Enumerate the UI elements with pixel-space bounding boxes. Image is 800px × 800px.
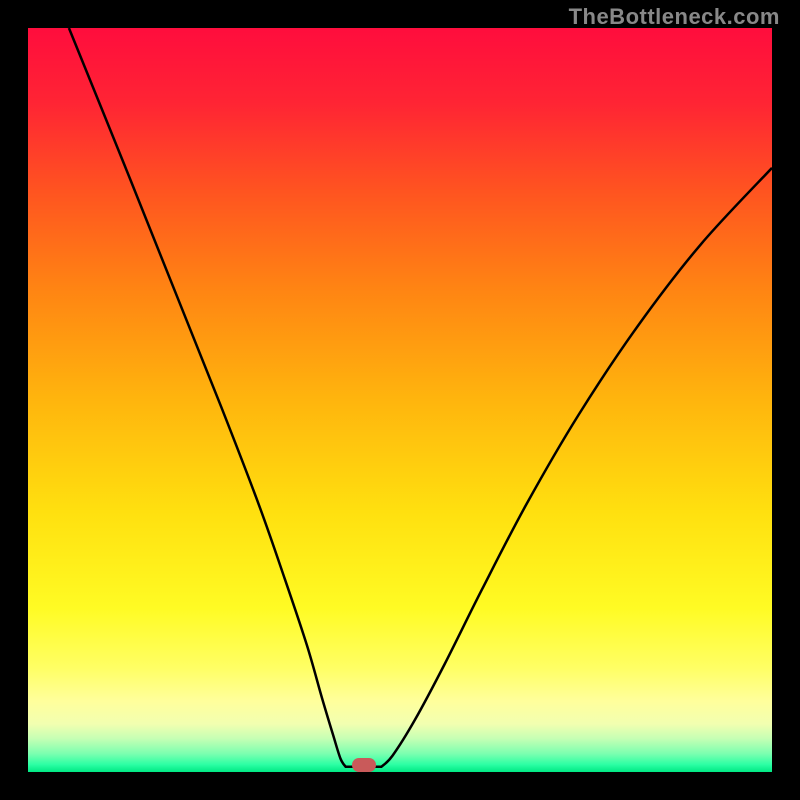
chart-frame: TheBottleneck.com xyxy=(0,0,800,800)
minimum-marker xyxy=(352,758,376,772)
plot-area xyxy=(28,28,772,772)
watermark-text: TheBottleneck.com xyxy=(569,4,780,30)
bottleneck-curve xyxy=(28,28,772,772)
